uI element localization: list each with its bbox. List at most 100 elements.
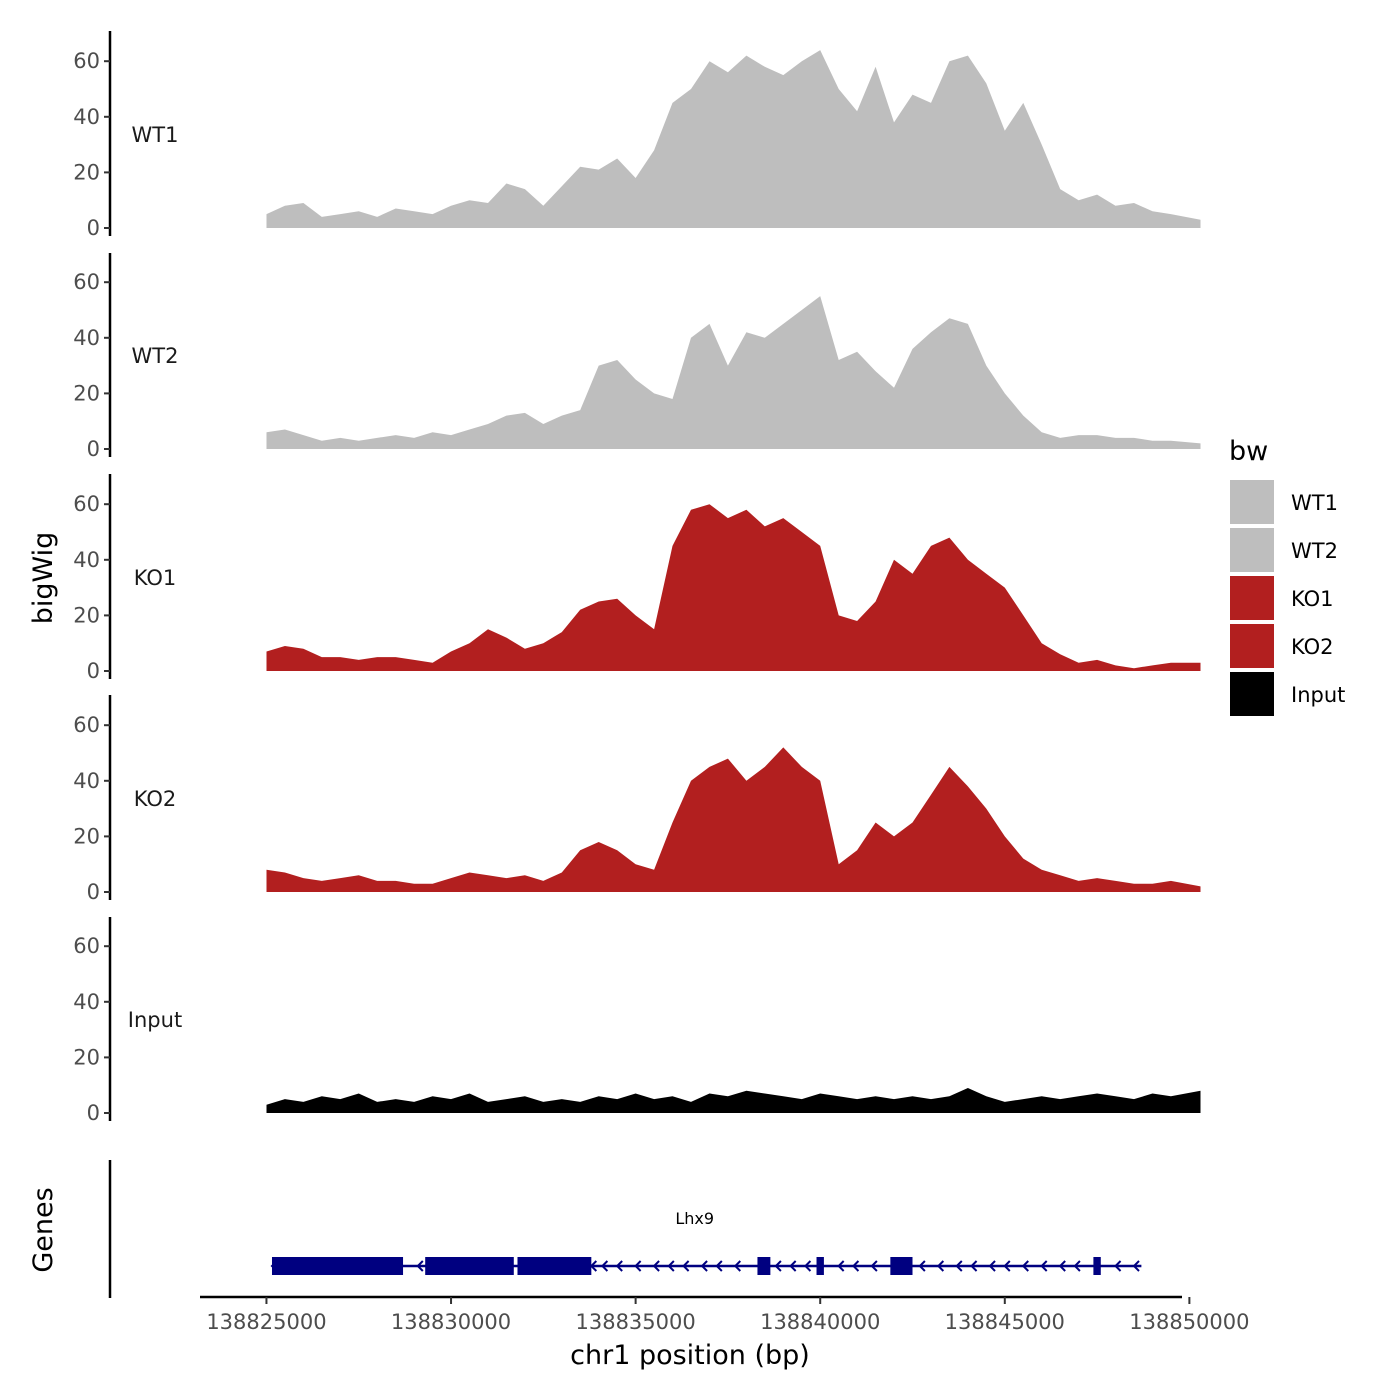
strand-arrow <box>1114 1260 1122 1272</box>
strand-arrow <box>970 1260 978 1272</box>
x-tick-label: 138825000 <box>206 1310 326 1334</box>
legend-label-input: Input <box>1291 683 1345 707</box>
strand-arrow <box>1021 1260 1029 1272</box>
strand-arrow <box>936 1260 945 1272</box>
strand-arrow <box>270 1260 278 1272</box>
y-tick-label: 60 <box>73 49 100 73</box>
x-tick-label: 138850000 <box>1129 1310 1249 1334</box>
track-ko2: 0 20 40 60 KO2 <box>73 695 1201 904</box>
y-tick-label: 0 <box>87 659 100 683</box>
y-tick-label: 20 <box>73 824 100 848</box>
strand-arrow <box>600 1260 609 1272</box>
legend-title: bw <box>1229 436 1268 467</box>
track-label-ko1: KO1 <box>134 566 177 590</box>
strand-arrow <box>852 1260 860 1272</box>
gene-exon <box>757 1257 771 1275</box>
track-input: 0 20 40 60 Input <box>73 917 1201 1125</box>
track-wt1: 0 20 40 60 WT1 <box>73 31 1201 240</box>
strand-arrow <box>682 1260 690 1272</box>
y-tick-label: 60 <box>73 713 100 737</box>
strand-arrow <box>804 1260 812 1272</box>
gene-exon <box>517 1257 592 1275</box>
gene-track: Lhx9 <box>108 1160 1142 1298</box>
strand-arrow <box>615 1260 623 1272</box>
strand-arrow <box>652 1260 660 1272</box>
x-axis: 138825000 138830000 138835000 138840000 1388… <box>200 1295 1250 1334</box>
gene-name-label: Lhx9 <box>675 1209 714 1228</box>
gene-exon <box>816 1257 824 1275</box>
y-axis-title: bigWig <box>28 532 59 625</box>
legend-label-wt1: WT1 <box>1291 491 1338 515</box>
y-tick-label: 20 <box>73 1045 100 1069</box>
track-label-input: Input <box>128 1008 182 1032</box>
y-tick-label: 20 <box>73 603 100 627</box>
gene-exon <box>890 1257 913 1275</box>
strand-arrow <box>1040 1260 1048 1272</box>
legend-label-wt2: WT2 <box>1291 539 1338 563</box>
signal-area-ko2 <box>266 747 1201 892</box>
y-tick-label: 60 <box>73 934 100 958</box>
legend-key-ko1 <box>1228 574 1276 622</box>
x-axis-title: chr1 position (bp) <box>570 1340 810 1371</box>
strand-arrow <box>789 1260 797 1272</box>
gene-exon <box>271 1257 404 1275</box>
track-label-wt1: WT1 <box>132 123 179 147</box>
y-tick-label: 0 <box>87 437 100 461</box>
strand-arrow <box>1003 1260 1011 1272</box>
y-tick-label: 40 <box>73 326 100 350</box>
legend: bw WT1 WT2 KO1 KO2 Input <box>1228 436 1345 718</box>
gene-exon <box>487 1257 514 1275</box>
track-wt2: 0 20 40 60 WT2 <box>73 253 1201 461</box>
strand-arrow <box>700 1260 708 1272</box>
gene-exon <box>425 1257 492 1275</box>
y-tick-label: 60 <box>73 492 100 516</box>
track-ko1: 0 20 40 60 KO1 <box>73 474 1201 683</box>
strand-arrow <box>955 1260 963 1272</box>
strand-arrow <box>918 1260 926 1272</box>
strand-arrow <box>774 1260 782 1272</box>
track-label-ko2: KO2 <box>134 787 177 811</box>
gene-exon <box>1093 1257 1101 1275</box>
y-tick-label: 40 <box>73 990 100 1014</box>
x-tick-label: 138835000 <box>575 1310 695 1334</box>
strand-arrow <box>416 1260 424 1272</box>
signal-area-wt1 <box>266 50 1201 228</box>
x-tick-label: 138840000 <box>760 1310 880 1334</box>
strand-arrow <box>715 1260 723 1272</box>
genes-axis-title: Genes <box>28 1187 59 1272</box>
strand-arrow <box>589 1260 598 1272</box>
legend-key-wt2 <box>1228 526 1276 574</box>
y-tick-label: 40 <box>73 105 100 129</box>
signal-tracks: 0 20 40 60 WT1 0 20 40 60 WT2 0 20 40 60 KO1 0 20 40 60 KO2… <box>73 31 1201 1125</box>
strand-arrow <box>667 1260 675 1272</box>
y-tick-label: 20 <box>73 381 100 405</box>
strand-arrow <box>1073 1260 1081 1272</box>
legend-label-ko1: KO1 <box>1291 587 1334 611</box>
legend-label-ko2: KO2 <box>1291 635 1334 659</box>
signal-area-input <box>266 1088 1201 1113</box>
y-tick-label: 60 <box>73 270 100 294</box>
strand-arrow <box>837 1260 845 1272</box>
legend-key-input <box>1228 670 1276 718</box>
legend-key-ko2 <box>1228 622 1276 670</box>
strand-arrow <box>988 1260 996 1272</box>
track-label-wt2: WT2 <box>132 344 179 368</box>
x-tick-label: 138845000 <box>945 1310 1065 1334</box>
y-tick-label: 0 <box>87 880 100 904</box>
legend-key-wt1 <box>1228 478 1276 526</box>
y-tick-label: 40 <box>73 769 100 793</box>
x-tick-label: 138830000 <box>391 1310 511 1334</box>
strand-arrow <box>870 1260 878 1272</box>
strand-arrow <box>1058 1260 1066 1272</box>
signal-area-wt2 <box>266 296 1201 449</box>
strand-arrow <box>1132 1260 1140 1272</box>
strand-arrow <box>634 1260 642 1272</box>
y-tick-label: 0 <box>87 216 100 240</box>
y-tick-label: 40 <box>73 548 100 572</box>
y-tick-label: 0 <box>87 1101 100 1125</box>
signal-area-ko1 <box>266 504 1201 671</box>
strand-arrow <box>733 1260 742 1272</box>
y-tick-label: 20 <box>73 160 100 184</box>
